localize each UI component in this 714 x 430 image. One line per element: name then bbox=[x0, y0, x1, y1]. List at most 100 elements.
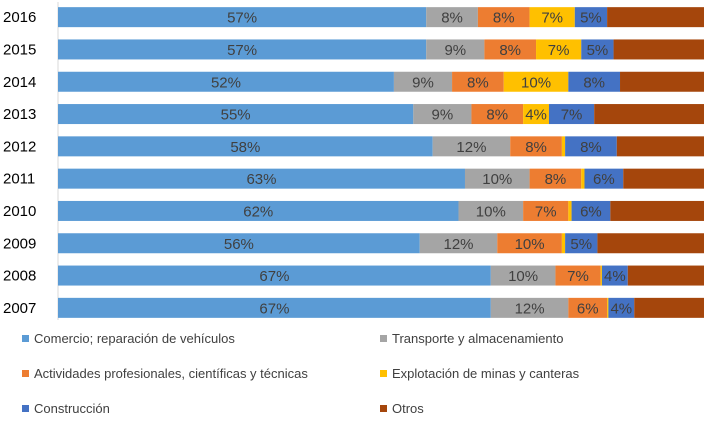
bar-2014-series-1 bbox=[393, 71, 453, 92]
data-label-2015-series-3: 7% bbox=[548, 42, 570, 59]
bar-2010-series-2 bbox=[523, 200, 569, 221]
bar-2016-series-4 bbox=[574, 7, 608, 28]
data-label-2013-series-2: 8% bbox=[486, 107, 508, 124]
data-label-2014-series-2: 8% bbox=[467, 74, 489, 91]
bar-2016-series-1 bbox=[426, 7, 478, 28]
data-label-2009-series-1: 12% bbox=[444, 236, 474, 253]
bar-2011-series-3 bbox=[581, 168, 585, 189]
bar-2011-series-4 bbox=[584, 168, 624, 189]
bar-2007-series-4 bbox=[608, 297, 635, 318]
data-label-2016-series-2: 8% bbox=[493, 10, 515, 27]
data-label-2012-series-0: 58% bbox=[230, 139, 260, 156]
legend-swatch-2 bbox=[22, 370, 29, 377]
bar-2012-series-4 bbox=[565, 136, 617, 157]
legend-swatch-4 bbox=[22, 405, 29, 412]
bar-2015-series-1 bbox=[426, 39, 485, 60]
data-label-2007-series-2: 6% bbox=[577, 300, 599, 317]
bar-2014-series-3 bbox=[503, 71, 569, 92]
bar-2008-series-2 bbox=[555, 265, 601, 286]
data-label-2009-series-4: 5% bbox=[570, 236, 592, 253]
year-label-2008: 2008 bbox=[3, 268, 36, 285]
data-label-2015-series-4: 5% bbox=[587, 42, 609, 59]
bar-2012-series-1 bbox=[432, 136, 511, 157]
bar-2012-series-3 bbox=[561, 136, 566, 157]
bar-2007-series-1 bbox=[490, 297, 569, 318]
bar-2014-series-5 bbox=[620, 71, 704, 92]
year-label-2013: 2013 bbox=[3, 106, 36, 123]
data-label-2013-series-0: 55% bbox=[221, 107, 251, 124]
year-label-2015: 2015 bbox=[3, 41, 36, 58]
bar-2016-series-0 bbox=[58, 7, 427, 28]
bar-2007-series-0 bbox=[58, 297, 491, 318]
data-label-2012-series-1: 12% bbox=[456, 139, 486, 156]
bar-2016-series-5 bbox=[607, 7, 704, 28]
data-label-2011-series-2: 8% bbox=[545, 171, 567, 188]
data-label-2012-series-2: 8% bbox=[525, 139, 547, 156]
bar-2014-series-4 bbox=[568, 71, 621, 92]
bar-2007-series-5 bbox=[634, 297, 704, 318]
bar-2009-series-3 bbox=[561, 233, 566, 254]
legend-swatch-0 bbox=[22, 335, 29, 342]
bar-2008-series-4 bbox=[601, 265, 628, 286]
data-label-2013-series-3: 4% bbox=[525, 107, 547, 124]
data-label-2008-series-0: 67% bbox=[259, 268, 289, 285]
year-label-2011: 2011 bbox=[3, 171, 35, 188]
bar-2013-series-5 bbox=[594, 104, 704, 125]
bar-2011-series-0 bbox=[58, 168, 465, 189]
legend-label-0: Comercio; reparación de vehículos bbox=[34, 331, 235, 346]
data-label-2016-series-4: 5% bbox=[580, 10, 602, 27]
data-label-2014-series-0: 52% bbox=[211, 74, 241, 91]
year-label-2009: 2009 bbox=[3, 235, 36, 252]
bar-2007-series-3 bbox=[607, 297, 609, 318]
bar-2009-series-4 bbox=[565, 233, 598, 254]
data-label-2008-series-2: 7% bbox=[567, 268, 589, 285]
bar-2011-series-5 bbox=[623, 168, 704, 189]
data-label-2008-series-4: 4% bbox=[604, 268, 626, 285]
bar-2008-series-1 bbox=[490, 265, 556, 286]
bar-2015-series-0 bbox=[58, 39, 427, 60]
data-label-2010-series-0: 62% bbox=[243, 203, 273, 220]
bar-2015-series-4 bbox=[581, 39, 614, 60]
bar-2010-series-4 bbox=[571, 200, 611, 221]
data-label-2007-series-0: 67% bbox=[259, 300, 289, 317]
legend: Comercio; reparación de vehículos Transpo… bbox=[22, 331, 580, 416]
bar-2016-series-3 bbox=[529, 7, 575, 28]
data-label-2013-series-4: 7% bbox=[561, 107, 583, 124]
data-label-2016-series-1: 8% bbox=[441, 10, 463, 27]
data-label-2011-series-1: 10% bbox=[482, 171, 512, 188]
year-label-2014: 2014 bbox=[3, 74, 36, 91]
legend-swatch-5 bbox=[380, 405, 387, 412]
legend-label-5: Otros bbox=[392, 401, 424, 416]
bar-2015-series-2 bbox=[484, 39, 537, 60]
data-label-2016-series-0: 57% bbox=[227, 10, 257, 27]
data-label-2010-series-2: 7% bbox=[535, 203, 557, 220]
legend-label-1: Transporte y almacenamiento bbox=[392, 331, 564, 346]
bar-2013-series-3 bbox=[523, 104, 549, 125]
data-label-2015-series-0: 57% bbox=[227, 42, 257, 59]
data-label-2011-series-4: 6% bbox=[593, 171, 615, 188]
legend-label-3: Explotación de minas y canteras bbox=[392, 366, 580, 381]
data-label-2015-series-2: 8% bbox=[499, 42, 521, 59]
year-labels-group: 2016 2015 2014 2013 2012 2011 2010 2009 2008 2007 bbox=[3, 9, 36, 317]
bar-2012-series-0 bbox=[58, 136, 433, 157]
bar-2013-series-1 bbox=[413, 104, 472, 125]
data-label-2010-series-1: 10% bbox=[476, 203, 506, 220]
bar-2010-series-1 bbox=[458, 200, 524, 221]
data-labels-group: 57% 8% 8% 7% 5%57% 9% 8% 7% 5%52% 9% 8% 10% 8%55% 9% 8… bbox=[211, 10, 632, 318]
bar-2013-series-0 bbox=[58, 104, 414, 125]
year-label-2012: 2012 bbox=[3, 138, 36, 155]
bar-2008-series-3 bbox=[600, 265, 602, 286]
data-label-2007-series-1: 12% bbox=[515, 300, 545, 317]
bar-2013-series-4 bbox=[548, 104, 595, 125]
data-label-2007-series-4: 4% bbox=[610, 300, 632, 317]
data-label-2013-series-1: 9% bbox=[432, 107, 454, 124]
data-label-2015-series-1: 9% bbox=[444, 42, 466, 59]
bar-2009-series-0 bbox=[58, 233, 420, 254]
legend-label-2: Actividades profesionales, científicas y… bbox=[34, 366, 308, 381]
bar-2011-series-1 bbox=[464, 168, 530, 189]
data-label-2008-series-1: 10% bbox=[508, 268, 538, 285]
bar-2010-series-3 bbox=[568, 200, 572, 221]
data-label-2012-series-4: 8% bbox=[580, 139, 602, 156]
data-label-2014-series-4: 8% bbox=[583, 74, 605, 91]
